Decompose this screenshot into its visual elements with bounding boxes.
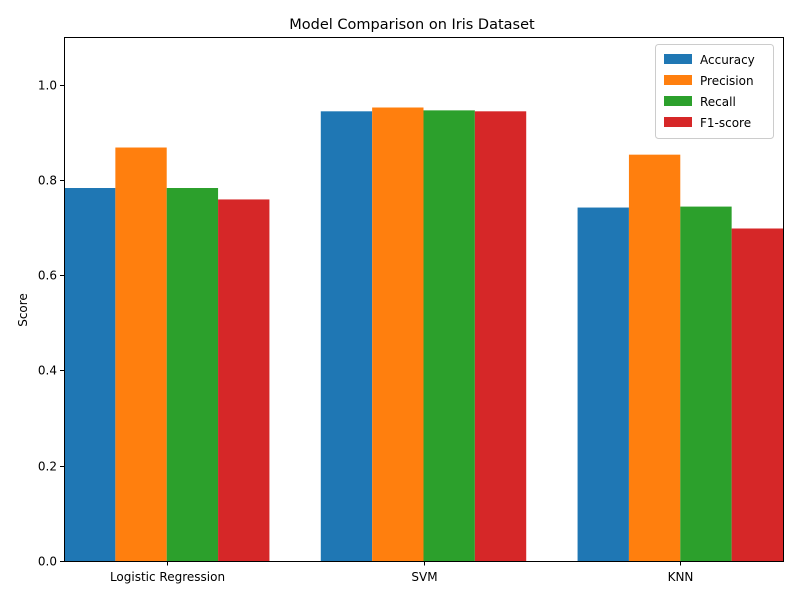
- bar-f1-score-svm: [474, 111, 527, 561]
- y-tick-label: 1.0: [38, 79, 57, 93]
- y-tick-label: 0.2: [38, 460, 57, 474]
- legend-swatch: [664, 96, 692, 106]
- legend-label: Accuracy: [700, 53, 755, 67]
- y-axis-ticks: 0.0 0.2 0.4 0.6 0.8 1.0: [38, 79, 64, 569]
- x-tick-label: KNN: [668, 570, 694, 584]
- legend-swatch: [664, 54, 692, 64]
- bar-recall-knn: [680, 206, 732, 561]
- y-tick-label: 0.6: [38, 269, 57, 283]
- bar-precision-svm: [372, 107, 424, 561]
- bar-precision-logistic-regression: [115, 147, 167, 561]
- legend-label: F1-score: [700, 116, 751, 130]
- legend-label: Precision: [700, 74, 754, 88]
- chart-title: Model Comparison on Iris Dataset: [289, 17, 535, 33]
- bar-recall-svm: [423, 110, 475, 562]
- x-axis-ticks: Logistic Regression SVM KNN: [110, 561, 694, 584]
- legend-swatch: [664, 117, 692, 127]
- legend-label: Recall: [700, 95, 736, 109]
- bar-accuracy-knn: [577, 207, 629, 561]
- bar-recall-logistic-regression: [166, 188, 219, 562]
- y-tick-label: 0.4: [38, 364, 57, 378]
- legend: Accuracy Precision Recall F1-score: [655, 44, 774, 139]
- legend-swatch: [664, 75, 692, 85]
- y-tick-label: 0.0: [38, 555, 57, 569]
- bars-group: [64, 107, 783, 562]
- bar-accuracy-svm: [320, 111, 373, 561]
- bar-f1-score-knn: [731, 228, 783, 562]
- legend-box: [655, 44, 774, 139]
- bar-accuracy-logistic-regression: [64, 188, 116, 562]
- bar-precision-knn: [628, 154, 681, 562]
- y-axis-title: Score: [16, 293, 30, 327]
- x-tick-label: SVM: [411, 570, 437, 584]
- x-tick-label: Logistic Regression: [110, 570, 225, 584]
- plot-frame: [64, 37, 784, 562]
- y-tick-label: 0.8: [38, 174, 57, 188]
- bar-f1-score-logistic-regression: [218, 199, 270, 561]
